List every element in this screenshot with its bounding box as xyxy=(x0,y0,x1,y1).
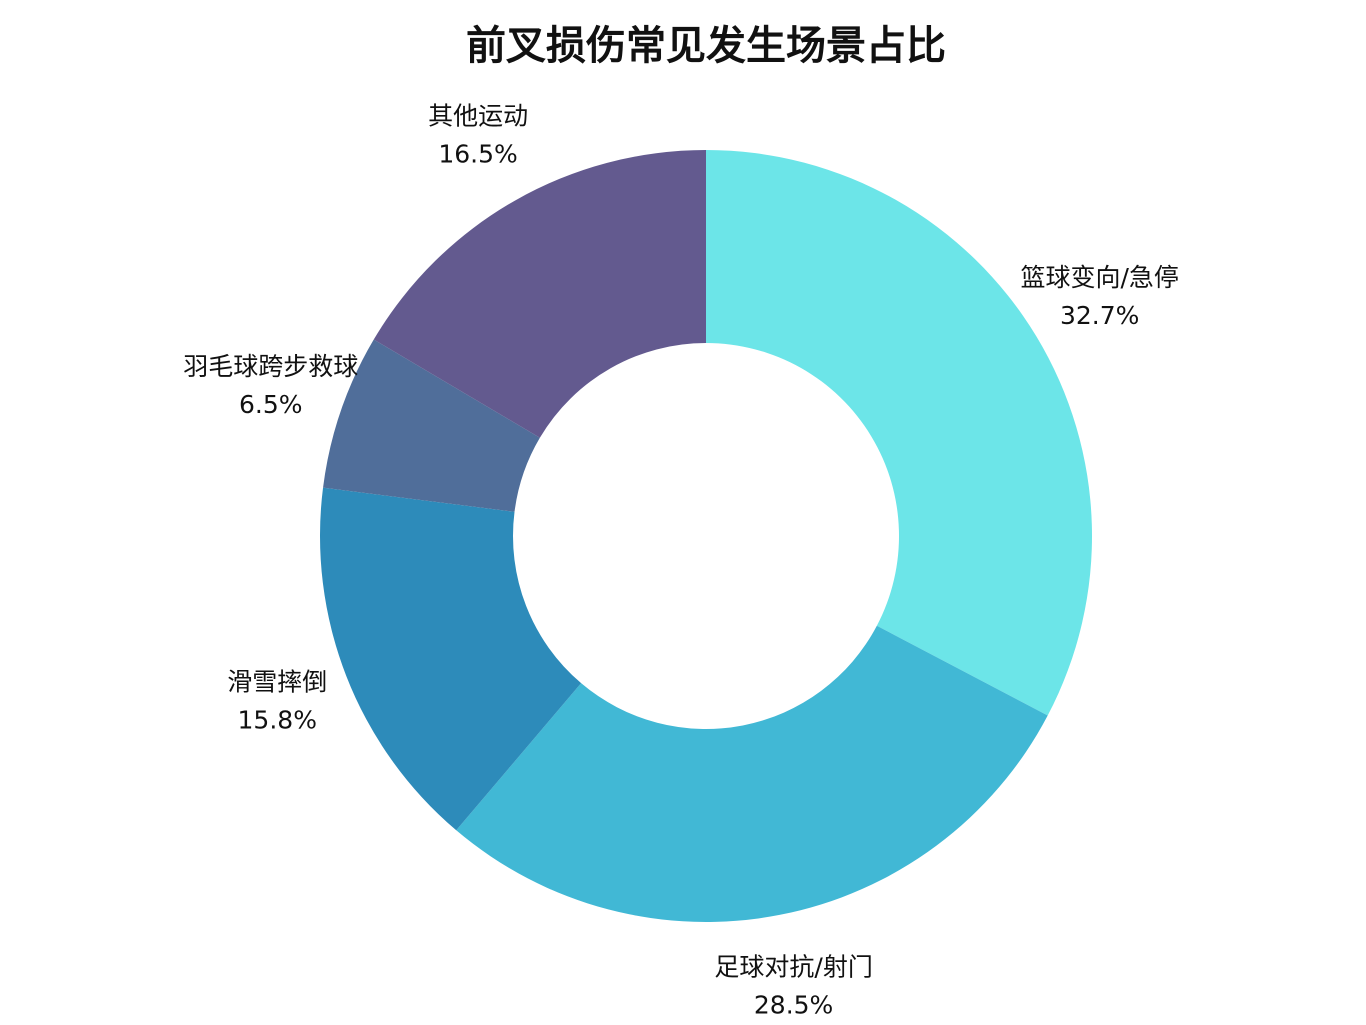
donut-slice xyxy=(320,487,582,831)
slice-label: 滑雪摔倒 xyxy=(227,668,327,697)
value-label: 6.5% xyxy=(239,390,303,419)
slice-label: 羽毛球跨步救球 xyxy=(183,352,358,381)
donut-slice xyxy=(323,339,540,512)
value-label: 16.5% xyxy=(438,139,517,168)
slice-label: 足球对抗/射门 xyxy=(714,953,872,982)
donut-slice xyxy=(456,625,1048,923)
value-label: 32.7% xyxy=(1060,301,1139,330)
chart-title: 前叉损伤常见发生场景占比 xyxy=(466,23,946,69)
slice-label: 其他运动 xyxy=(428,101,528,130)
donut-slice xyxy=(373,150,706,438)
value-label: 15.8% xyxy=(238,706,317,735)
value-label: 28.5% xyxy=(754,991,833,1020)
slice-label: 篮球变向/急停 xyxy=(1020,263,1178,292)
donut-slice xyxy=(706,150,1093,716)
